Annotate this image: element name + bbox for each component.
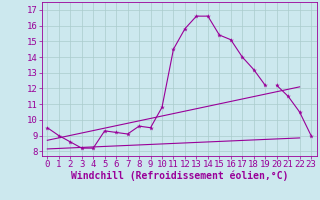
X-axis label: Windchill (Refroidissement éolien,°C): Windchill (Refroidissement éolien,°C) xyxy=(70,171,288,181)
